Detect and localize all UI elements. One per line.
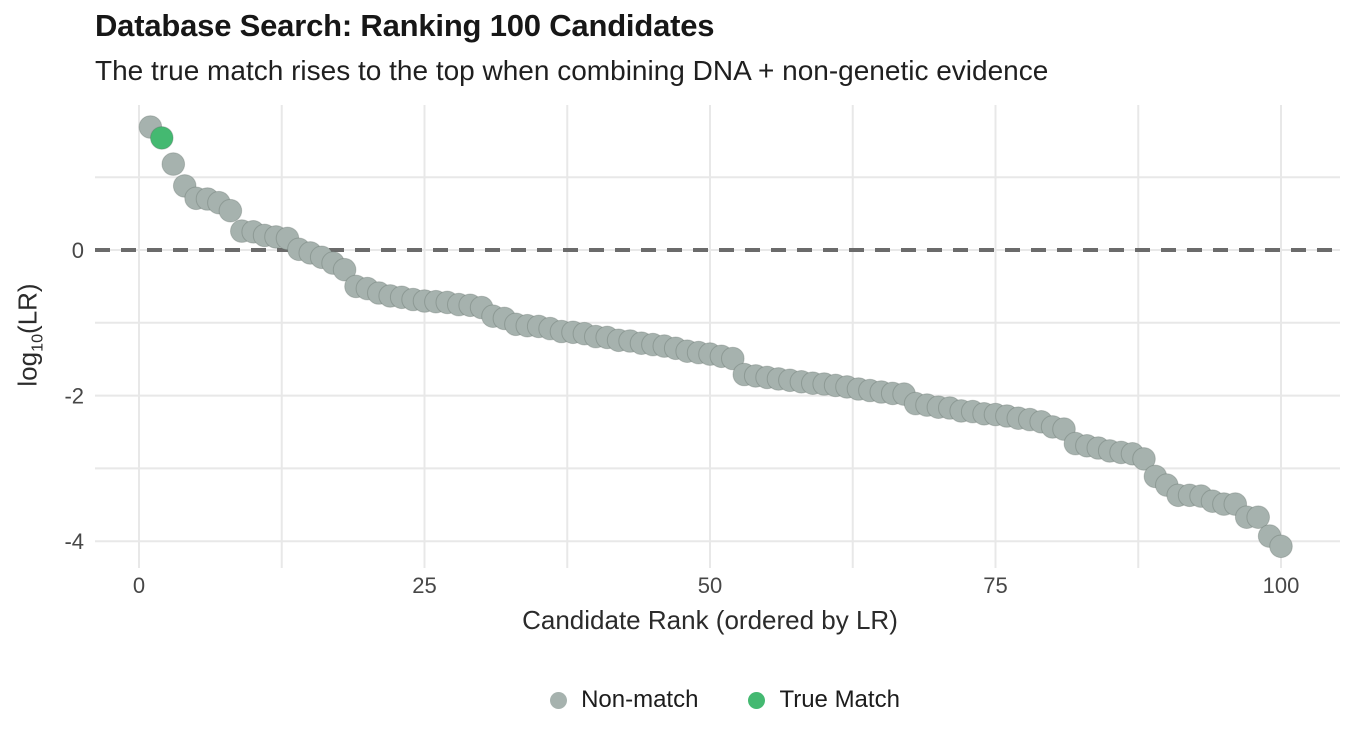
non-match-point [218, 198, 243, 223]
x-tick-label: 0 [133, 573, 145, 598]
non-match-point [1246, 505, 1270, 530]
x-axis-title: Candidate Rank (ordered by LR) [522, 605, 898, 635]
true-match-legend-dot [748, 691, 766, 709]
chart-subtitle: The true match rises to the top when com… [95, 55, 1049, 86]
non-match-point [1269, 534, 1293, 559]
legend-item-true-match: True Match [748, 686, 900, 714]
non-match-point [721, 346, 745, 371]
y-axis-title-prefix: log [12, 351, 43, 387]
y-axis-title-subscript: 10 [28, 333, 47, 352]
x-tick-label: 75 [983, 573, 1007, 598]
chart-title: Database Search: Ranking 100 Candidates [95, 8, 715, 43]
x-tick-label: 100 [1263, 573, 1300, 598]
legend-item-non-match: Non-match [550, 686, 698, 714]
non-match-point [161, 152, 186, 176]
non-match-point [1132, 447, 1156, 471]
y-axis-title-suffix: (LR) [12, 283, 43, 334]
legend: Non-match True Match [50, 686, 1350, 714]
non-match-point [332, 257, 357, 282]
true-match-point [150, 126, 174, 150]
y-tick-label: -4 [64, 529, 84, 554]
non-match-legend-dot [550, 691, 568, 709]
x-tick-label: 50 [698, 573, 722, 598]
true-match-legend-label: True Match [779, 686, 900, 713]
y-tick-label: -2 [64, 384, 84, 409]
y-axis-title: log10(LR) [12, 283, 47, 386]
non-match-legend-label: Non-match [581, 686, 699, 713]
y-tick-label: 0 [72, 238, 84, 263]
x-tick-label: 25 [412, 573, 436, 598]
